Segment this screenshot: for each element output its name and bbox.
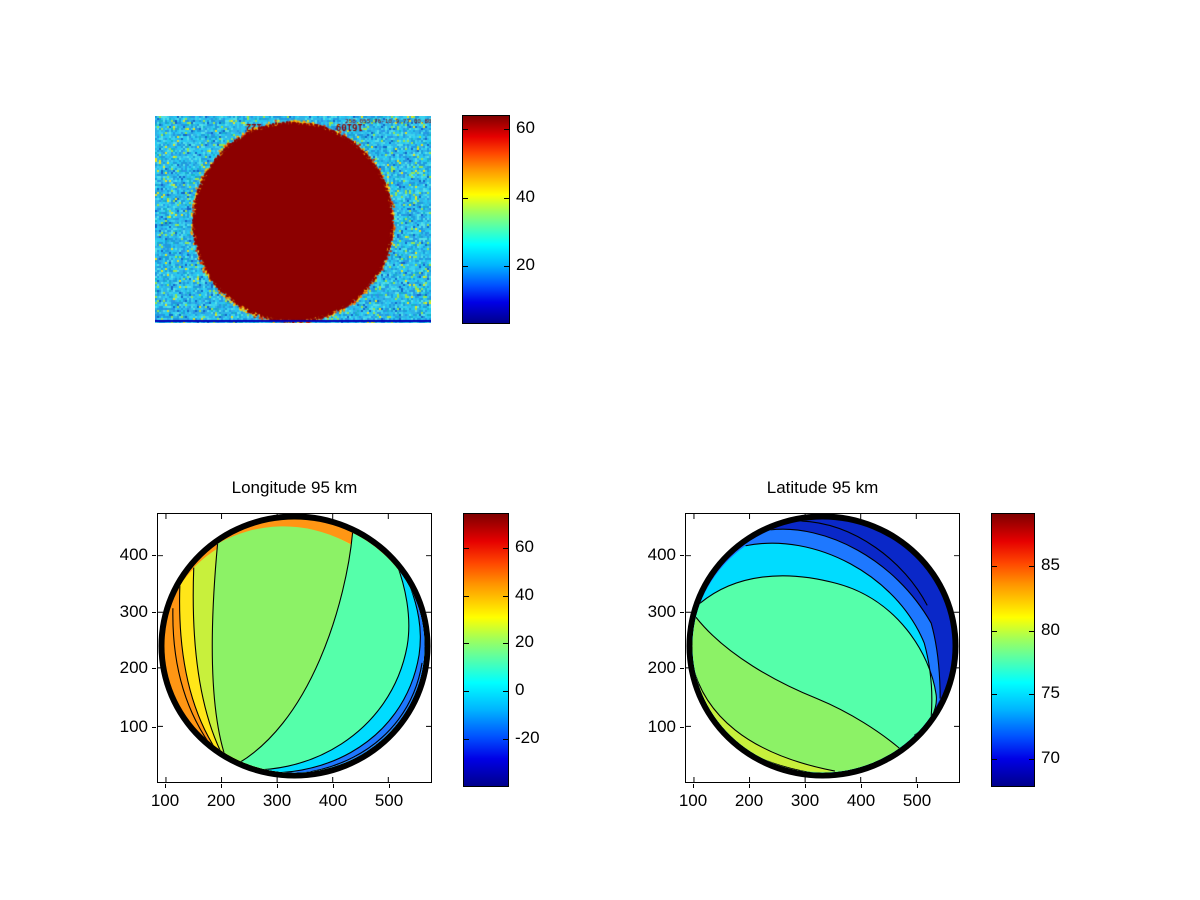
- latitude-axes: [685, 513, 960, 783]
- x-tick: [749, 784, 750, 788]
- x-tick-label: 300: [790, 791, 820, 810]
- colorbar-tick: [1029, 694, 1034, 695]
- x-tick-label: 100: [150, 791, 180, 810]
- y-tick-label: 300: [119, 602, 148, 621]
- colorbar-tick: [504, 129, 509, 130]
- colorbar-tick: [1029, 759, 1034, 760]
- y-tick: [680, 612, 684, 613]
- colorbar-tick: [992, 694, 997, 695]
- x-tick: [805, 784, 806, 788]
- band-green: [692, 617, 900, 773]
- x-tick-label: 500: [374, 791, 404, 810]
- latitude-title: Latitude 95 km: [766, 478, 879, 497]
- colorbar-latitude: [991, 513, 1035, 787]
- colorbar-tick: [463, 266, 468, 267]
- longitude-axes: [157, 513, 432, 783]
- y-tick: [680, 668, 684, 669]
- x-tick-label: 100: [678, 791, 708, 810]
- y-tick-label: 200: [647, 658, 676, 677]
- colorbar-tick-label: 20: [516, 255, 535, 274]
- colorbar-longitude: [463, 513, 509, 787]
- colorbar-tick-label: 75: [1041, 683, 1060, 702]
- axis-ticks: [686, 514, 959, 782]
- y-tick-label: 100: [119, 717, 148, 736]
- x-tick: [861, 784, 862, 788]
- x-tick-label: 200: [734, 791, 764, 810]
- colorbar-tick: [504, 266, 509, 267]
- x-tick-label: 400: [846, 791, 876, 810]
- colorbar-tick: [992, 566, 997, 567]
- x-tick-label: 300: [262, 791, 292, 810]
- colorbar-raw-image: [462, 115, 510, 324]
- x-tick-label: 500: [902, 791, 932, 810]
- colorbar-tick-label: 60: [515, 537, 534, 556]
- latitude-contour-svg: [686, 514, 959, 782]
- latitude-bands: [692, 519, 953, 773]
- colorbar-tick: [503, 596, 508, 597]
- x-tick: [333, 784, 334, 788]
- colorbar-tick: [464, 548, 469, 549]
- colorbar-tick-label: 40: [515, 585, 534, 604]
- x-tick: [277, 784, 278, 788]
- x-tick: [165, 784, 166, 788]
- colorbar-tick: [503, 691, 508, 692]
- colorbar-tick-label: 85: [1041, 555, 1060, 574]
- x-tick: [917, 784, 918, 788]
- y-tick-label: 100: [647, 717, 676, 736]
- colorbar-tick: [463, 129, 468, 130]
- x-tick-label: 400: [318, 791, 348, 810]
- x-tick-label: 200: [206, 791, 236, 810]
- colorbar-tick: [992, 759, 997, 760]
- y-tick: [152, 727, 156, 728]
- colorbar-tick: [503, 643, 508, 644]
- colorbar-tick: [1029, 631, 1034, 632]
- colorbar-tick-label: 0: [515, 680, 525, 699]
- axis-ticks: [158, 514, 431, 782]
- colorbar-tick: [464, 691, 469, 692]
- colorbar-tick: [503, 739, 508, 740]
- y-tick: [680, 555, 684, 556]
- colorbar-tick: [992, 631, 997, 632]
- colorbar-tick-label: 70: [1041, 748, 1060, 767]
- limb-image-canvas: [155, 116, 431, 323]
- colorbar-tick: [464, 643, 469, 644]
- y-tick-label: 200: [119, 658, 148, 677]
- colorbar-tick-label: -20: [515, 728, 540, 747]
- colorbar-tick-label: 40: [516, 187, 535, 206]
- x-tick: [221, 784, 222, 788]
- x-tick: [389, 784, 390, 788]
- y-tick: [680, 727, 684, 728]
- y-tick-label: 400: [647, 545, 676, 564]
- colorbar-tick: [1029, 566, 1034, 567]
- colorbar-tick: [464, 596, 469, 597]
- y-tick-label: 300: [647, 602, 676, 621]
- y-tick: [152, 668, 156, 669]
- longitude-title: Longitude 95 km: [231, 478, 358, 497]
- colorbar-tick-label: 60: [516, 118, 535, 137]
- y-tick: [152, 555, 156, 556]
- colorbar-tick-label: 80: [1041, 620, 1060, 639]
- colorbar-tick: [504, 198, 509, 199]
- y-tick-label: 400: [119, 545, 148, 564]
- longitude-contour-svg: [158, 514, 431, 782]
- colorbar-tick: [463, 198, 468, 199]
- colorbar-tick-label: 20: [515, 632, 534, 651]
- colorbar-tick: [464, 739, 469, 740]
- x-tick: [693, 784, 694, 788]
- y-tick: [152, 612, 156, 613]
- colorbar-tick: [503, 548, 508, 549]
